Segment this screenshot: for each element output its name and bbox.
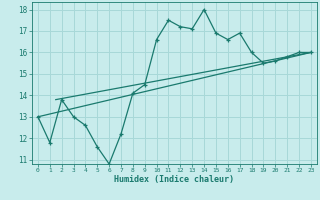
X-axis label: Humidex (Indice chaleur): Humidex (Indice chaleur) [115,175,234,184]
